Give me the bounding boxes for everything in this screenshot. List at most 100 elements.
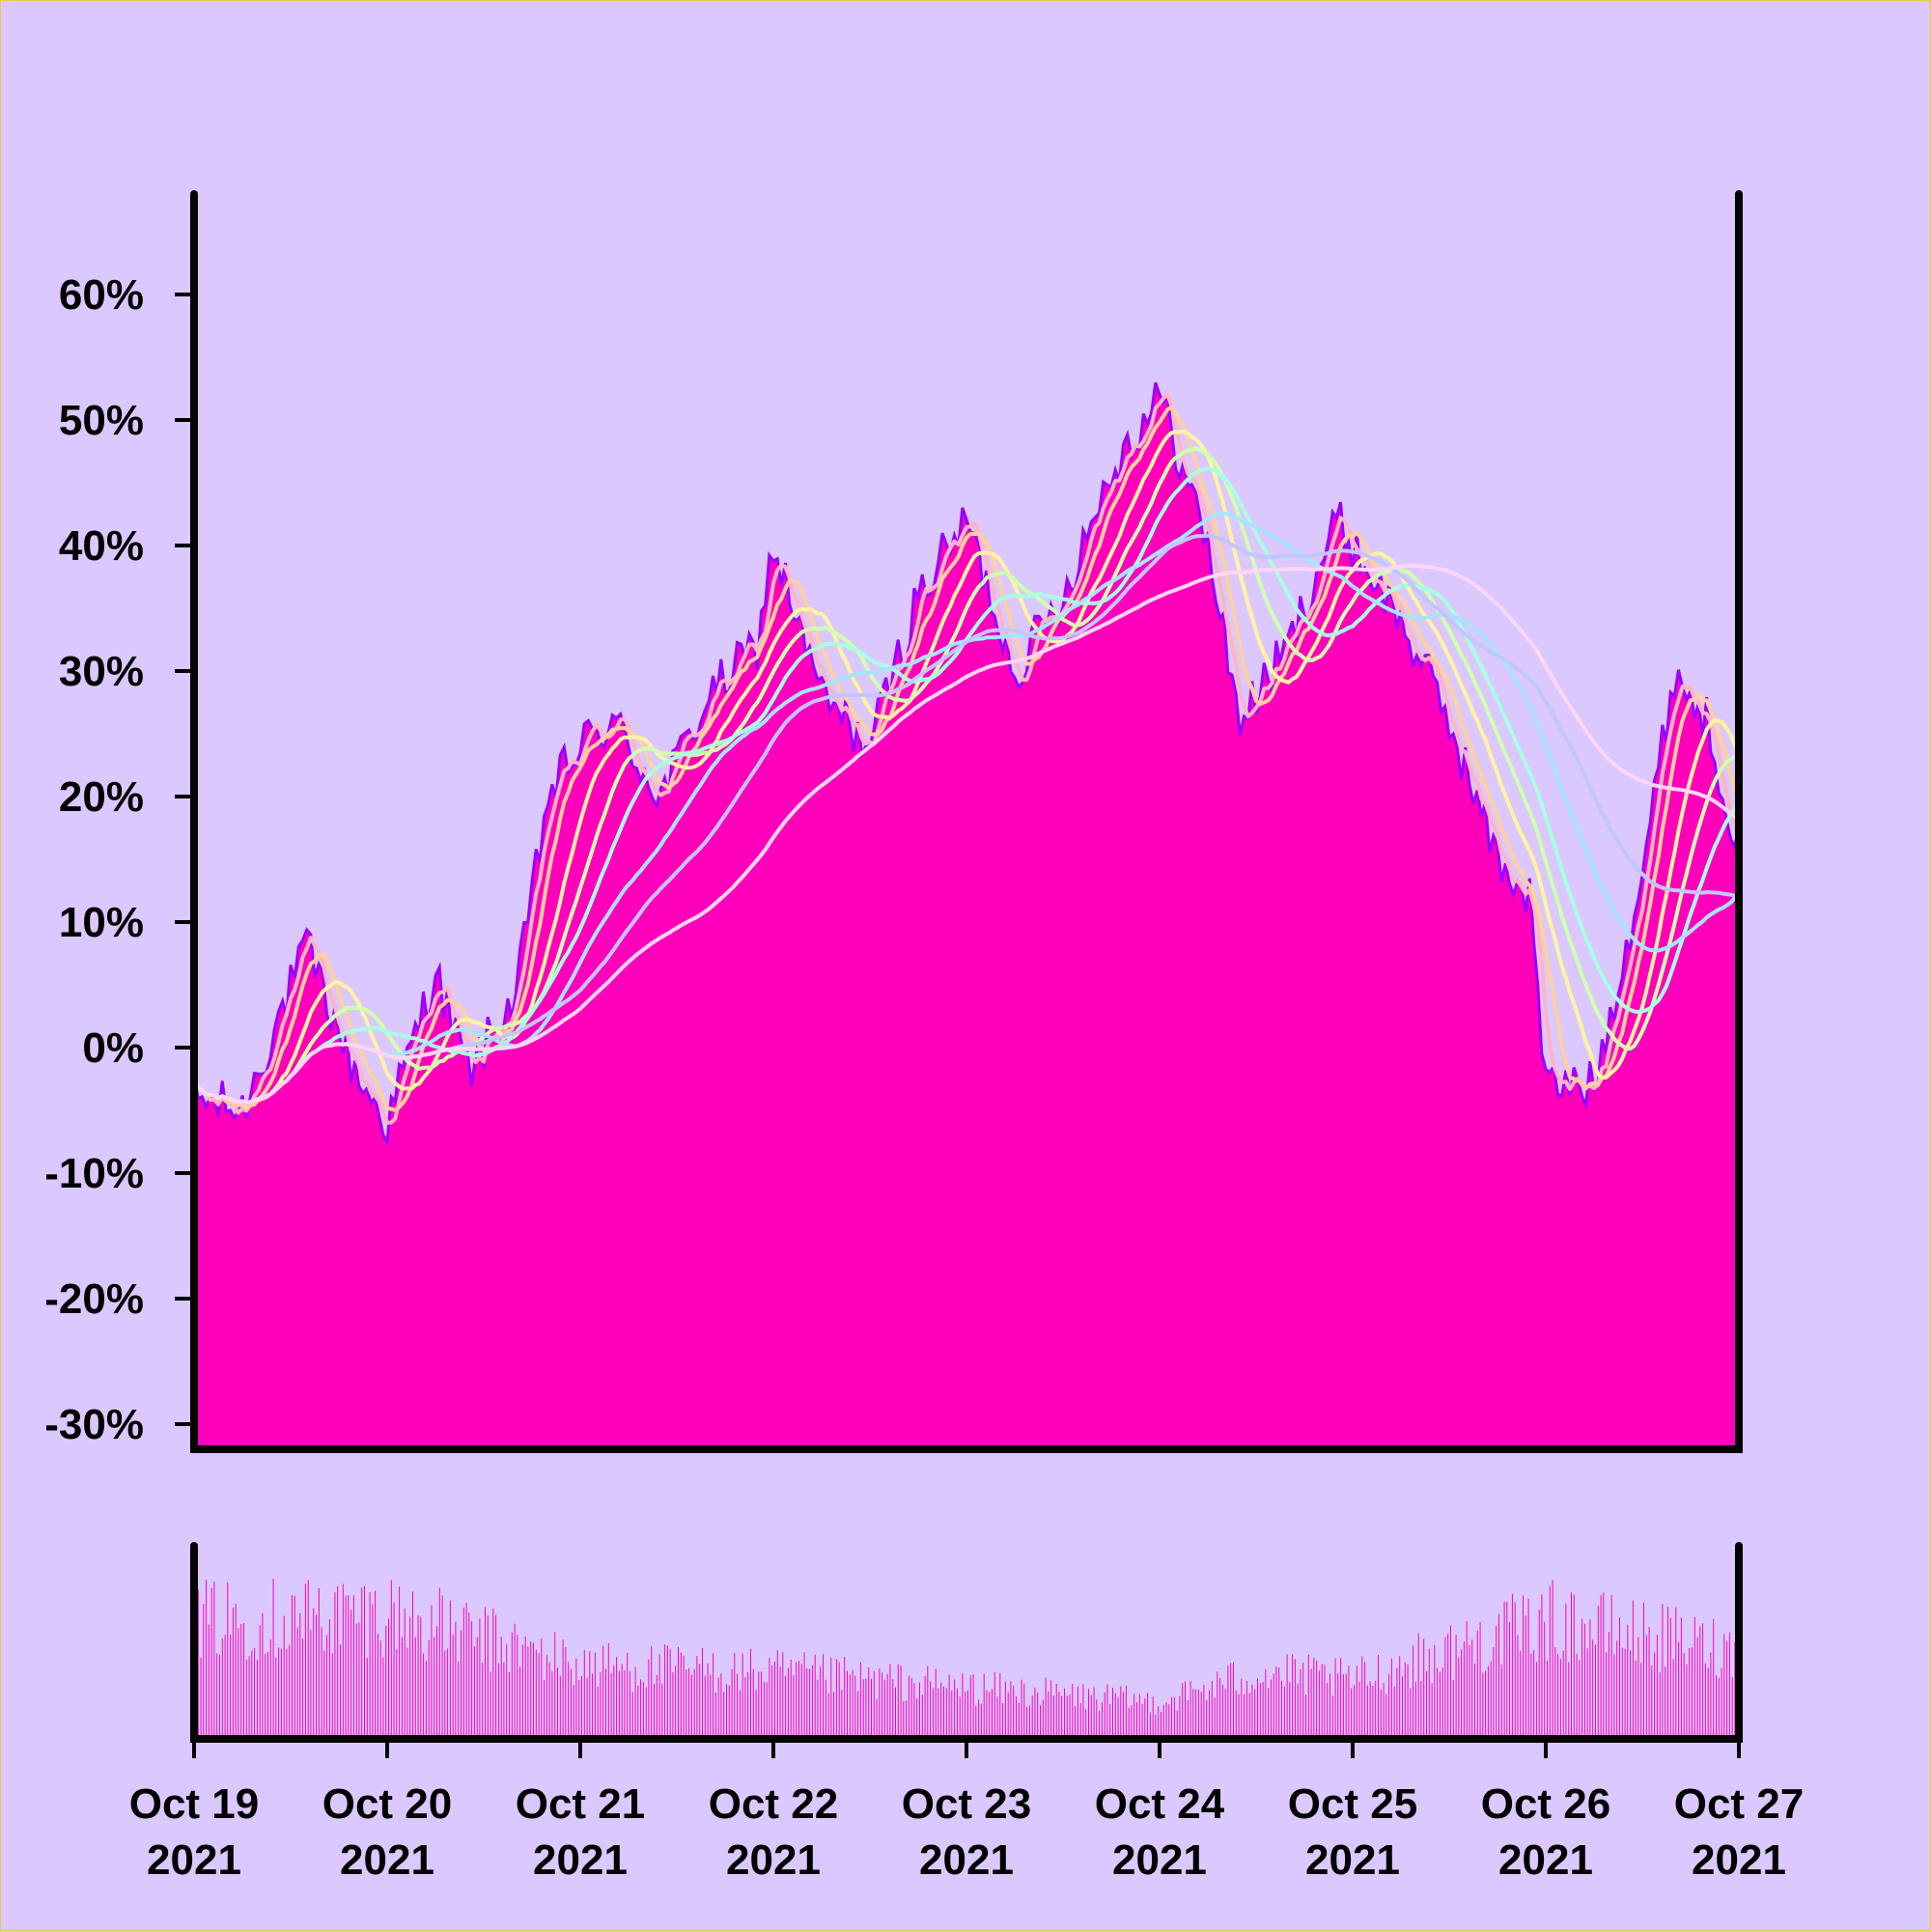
volume-bar (1616, 1640, 1618, 1739)
volume-bar (1428, 1648, 1430, 1739)
volume-bar (1275, 1666, 1277, 1739)
volume-bar (1147, 1693, 1149, 1739)
volume-bar (666, 1645, 668, 1739)
volume-bar (1211, 1680, 1213, 1739)
volume-bar (1329, 1673, 1330, 1739)
volume-bar (1096, 1699, 1098, 1739)
volume-bar (1002, 1703, 1004, 1739)
volume-bar (1133, 1694, 1135, 1739)
volume-bar (485, 1607, 486, 1739)
volume-bar (876, 1698, 878, 1739)
volume-bar (779, 1666, 781, 1739)
volume-bar (1396, 1667, 1398, 1739)
volume-bar (1520, 1650, 1522, 1739)
volume-bar (1600, 1595, 1602, 1739)
volume-bar (1651, 1665, 1653, 1739)
volume-bar (648, 1659, 650, 1739)
volume-bar (388, 1618, 389, 1739)
volume-bar (1144, 1698, 1146, 1739)
volume-bar (1680, 1617, 1682, 1739)
volume-bar (1595, 1644, 1596, 1739)
volume-bar (310, 1630, 312, 1739)
volume-bar (548, 1662, 550, 1739)
volume-bar (1244, 1694, 1245, 1739)
volume-bar (1200, 1692, 1202, 1739)
volume-bar (651, 1645, 653, 1739)
volume-bar (1040, 1705, 1041, 1739)
volume-bar (1219, 1677, 1221, 1739)
volume-bar (1358, 1681, 1360, 1739)
volume-bar (1162, 1705, 1164, 1739)
volume-bar (1165, 1702, 1167, 1739)
volume-bar (578, 1680, 580, 1739)
volume-plot (195, 1579, 1739, 1739)
volume-bar (1307, 1654, 1309, 1739)
volume-bar (602, 1645, 604, 1739)
volume-bar (1383, 1683, 1385, 1739)
volume-bar (1305, 1694, 1306, 1739)
volume-bar (1090, 1694, 1092, 1739)
volume-bar (1568, 1662, 1570, 1739)
volume-bar (256, 1660, 258, 1739)
volume-bar (503, 1662, 505, 1739)
volume-bar (431, 1605, 433, 1739)
volume-bar (956, 1688, 958, 1739)
volume-bar (1390, 1658, 1392, 1739)
volume-bar (1136, 1701, 1137, 1739)
volume-bar (747, 1672, 749, 1739)
volume-bar (379, 1640, 381, 1739)
main-axis-frame (190, 190, 1743, 1453)
volume-bar (385, 1625, 387, 1739)
volume-bar (275, 1657, 277, 1739)
volume-bar (1399, 1656, 1401, 1739)
volume-bar (1562, 1650, 1564, 1739)
volume-bar (621, 1664, 623, 1739)
volume-bar (1538, 1610, 1540, 1739)
volume-bar (978, 1699, 980, 1739)
volume-bar (497, 1663, 499, 1739)
y-tick-label: 0% (82, 1024, 144, 1072)
volume-bar (672, 1672, 674, 1739)
volume-bar (1354, 1685, 1355, 1739)
volume-bar (607, 1642, 609, 1739)
volume-bar (728, 1685, 730, 1739)
volume-bar (906, 1700, 908, 1739)
volume-bar (1168, 1704, 1170, 1739)
volume-bar (1716, 1675, 1717, 1739)
volume-bar (1112, 1688, 1113, 1739)
volume-bar (935, 1668, 937, 1739)
volume-bar (827, 1693, 829, 1739)
volume-bar (943, 1686, 944, 1739)
volume-bar (1292, 1654, 1294, 1739)
volume-bar (409, 1616, 411, 1739)
volume-bar (844, 1656, 846, 1739)
volume-bar (1461, 1649, 1463, 1739)
volume-bar (1037, 1693, 1039, 1739)
volume-bar (1052, 1695, 1054, 1739)
volume-bar (634, 1666, 636, 1739)
volume-bar (511, 1632, 513, 1739)
volume-bar (1337, 1673, 1339, 1739)
volume-bar (1544, 1621, 1546, 1739)
volume-bar (903, 1701, 905, 1739)
volume-bar (996, 1696, 998, 1739)
volume-bar (495, 1614, 497, 1739)
volume-bar (616, 1657, 618, 1739)
volume-bar (345, 1595, 347, 1739)
volume-bar (1704, 1663, 1706, 1739)
volume-bar (1155, 1714, 1157, 1739)
volume-bar (1530, 1653, 1532, 1739)
volume-bar (1576, 1653, 1578, 1739)
volume-bar (1340, 1657, 1342, 1739)
volume-bar (627, 1652, 629, 1739)
volume-bar (441, 1595, 443, 1739)
volume-bar (1010, 1681, 1012, 1739)
volume-bar (1273, 1673, 1274, 1739)
volume-bar (723, 1692, 725, 1739)
volume-bar (390, 1580, 392, 1739)
volume-bar (1106, 1684, 1108, 1739)
volume-bar (1069, 1694, 1071, 1739)
volume-bar (1678, 1641, 1680, 1739)
volume-bar (479, 1618, 481, 1739)
volume-bar (600, 1672, 602, 1739)
